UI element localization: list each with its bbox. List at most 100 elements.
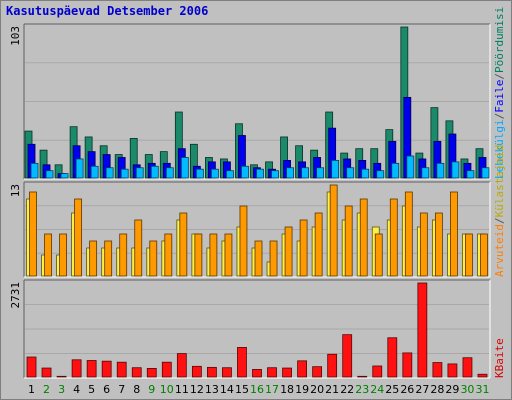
- x-tick-label-day-26: 26: [400, 383, 414, 396]
- bar-arvuteid-day-2: [44, 233, 52, 277]
- x-tick-label-day-14: 14: [220, 383, 234, 396]
- x-tick-label-day-13: 13: [205, 383, 219, 396]
- x-tick-label-day-21: 21: [325, 383, 339, 396]
- bar-kbaite-day-29: [447, 363, 458, 378]
- chart-title: Kasutuspäevad Detsember 2006: [6, 4, 209, 18]
- bar-lehekülgi-day-24: [376, 170, 385, 179]
- bar-arvuteid-day-15: [239, 205, 248, 277]
- bar-arvuteid-day-9: [149, 240, 158, 277]
- bar-lehekülgi-day-29: [451, 161, 460, 179]
- bar-lehekülgi-day-17: [271, 170, 279, 179]
- x-tick-label-day-28: 28: [430, 383, 444, 396]
- bar-lehekülgi-day-8: [135, 167, 144, 179]
- bar-kbaite-day-5: [86, 360, 97, 378]
- bar-arvuteid-day-5: [89, 240, 98, 277]
- bar-arvuteid-day-28: [434, 212, 443, 277]
- bar-arvuteid-day-22: [344, 205, 353, 277]
- bar-kbaite-day-27: [417, 282, 428, 378]
- bar-lehekülgi-day-16: [256, 168, 264, 179]
- bar-kbaite-day-21: [327, 353, 338, 378]
- bar-arvuteid-day-30: [465, 233, 473, 277]
- bar-lehekülgi-day-10: [165, 167, 174, 179]
- x-tick-label-day-18: 18: [280, 383, 294, 396]
- bar-lehekülgi-day-19: [301, 167, 309, 179]
- legend-panel-1: Lehekülgi/Faile/Pöördumisi: [493, 7, 506, 179]
- bar-kbaite-day-22: [342, 334, 353, 378]
- x-tick-label-day-9: 9: [148, 383, 155, 396]
- bar-kbaite-day-6: [101, 360, 112, 378]
- bar-arvuteid-day-26: [404, 191, 413, 277]
- bar-arvuteid-day-24: [374, 233, 383, 277]
- bar-lehekülgi-day-12: [195, 168, 204, 179]
- x-tick-label-day-25: 25: [385, 383, 399, 396]
- x-tick-label-day-19: 19: [295, 383, 309, 396]
- bar-kbaite-day-30: [462, 357, 473, 378]
- bar-arvuteid-day-13: [209, 233, 218, 277]
- bar-arvuteid-day-23: [359, 198, 368, 277]
- x-tick-label-day-10: 10: [160, 383, 174, 396]
- bar-arvuteid-day-14: [224, 233, 233, 277]
- legend-entry: KBaite: [493, 338, 506, 378]
- x-tick-label-day-24: 24: [370, 383, 384, 396]
- bar-lehekülgi-day-31: [481, 167, 490, 179]
- bar-arvuteid-day-6: [104, 240, 113, 277]
- bar-lehekülgi-day-1: [30, 162, 39, 179]
- x-tick-label-day-11: 11: [175, 383, 189, 396]
- bar-kbaite-day-24: [372, 365, 383, 378]
- bar-kbaite-day-9: [146, 367, 157, 378]
- bar-kbaite-day-12: [191, 365, 202, 378]
- x-tick-label-day-20: 20: [310, 383, 324, 396]
- bar-lehekülgi-day-23: [361, 168, 370, 179]
- bar-kbaite-day-4: [71, 359, 82, 378]
- x-tick-label-day-22: 22: [340, 383, 354, 396]
- legend-panel-3: KBaite: [493, 338, 506, 378]
- x-tick-label-day-8: 8: [133, 383, 140, 396]
- bar-arvuteid-day-31: [480, 233, 488, 277]
- bar-lehekülgi-day-7: [120, 168, 129, 179]
- bar-lehekülgi-day-3: [60, 173, 69, 179]
- bar-kbaite-day-17: [267, 367, 277, 378]
- x-tick-label-day-4: 4: [73, 383, 80, 396]
- legend-panel-2: Arvuteid/Külastajaid: [493, 145, 506, 277]
- bar-lehekülgi-day-15: [241, 165, 249, 179]
- bar-lehekülgi-day-18: [286, 167, 294, 179]
- x-tick-label-day-5: 5: [88, 383, 95, 396]
- bar-kbaite-day-19: [297, 360, 307, 378]
- x-tick-label-day-7: 7: [118, 383, 125, 396]
- bar-arvuteid-day-10: [164, 233, 173, 277]
- bar-lehekülgi-day-11: [180, 157, 189, 179]
- bar-kbaite-day-16: [252, 369, 262, 378]
- bar-lehekülgi-day-4: [75, 158, 84, 179]
- bar-kbaite-day-2: [41, 367, 52, 378]
- bar-arvuteid-day-7: [119, 233, 128, 277]
- legend-entry: Faile: [493, 80, 506, 113]
- bar-kbaite-day-14: [222, 367, 232, 378]
- y-max-label-panel-3: 2731: [9, 282, 22, 309]
- x-tick-label-day-6: 6: [103, 383, 110, 396]
- bar-lehekülgi-day-28: [436, 162, 445, 179]
- bar-kbaite-day-8: [131, 367, 142, 378]
- bar-kbaite-day-26: [402, 352, 413, 378]
- legend-entry: Arvuteid: [493, 224, 506, 277]
- bar-lehekülgi-day-30: [466, 170, 475, 179]
- bar-kbaite-day-7: [116, 361, 127, 378]
- bar-lehekülgi-day-13: [211, 168, 219, 179]
- x-tick-label-day-30: 30: [460, 383, 474, 396]
- bar-kbaite-day-1: [26, 356, 37, 378]
- bar-lehekülgi-day-26: [406, 155, 415, 179]
- bar-kbaite-day-15: [237, 346, 247, 378]
- x-tick-label-day-27: 27: [415, 383, 429, 396]
- bar-arvuteid-day-27: [419, 212, 428, 277]
- legend-entry: /: [493, 113, 506, 120]
- x-tick-label-day-31: 31: [475, 383, 489, 396]
- bar-kbaite-day-20: [312, 366, 323, 378]
- bar-lehekülgi-day-25: [391, 162, 400, 179]
- x-tick-label-day-17: 17: [265, 383, 279, 396]
- bar-lehekülgi-day-5: [90, 165, 99, 179]
- bar-kbaite-day-3: [56, 375, 67, 378]
- bar-lehekülgi-day-6: [105, 167, 114, 179]
- bar-kbaite-day-23: [357, 375, 368, 378]
- bar-arvuteid-day-12: [194, 233, 203, 277]
- bar-lehekülgi-day-20: [316, 167, 325, 179]
